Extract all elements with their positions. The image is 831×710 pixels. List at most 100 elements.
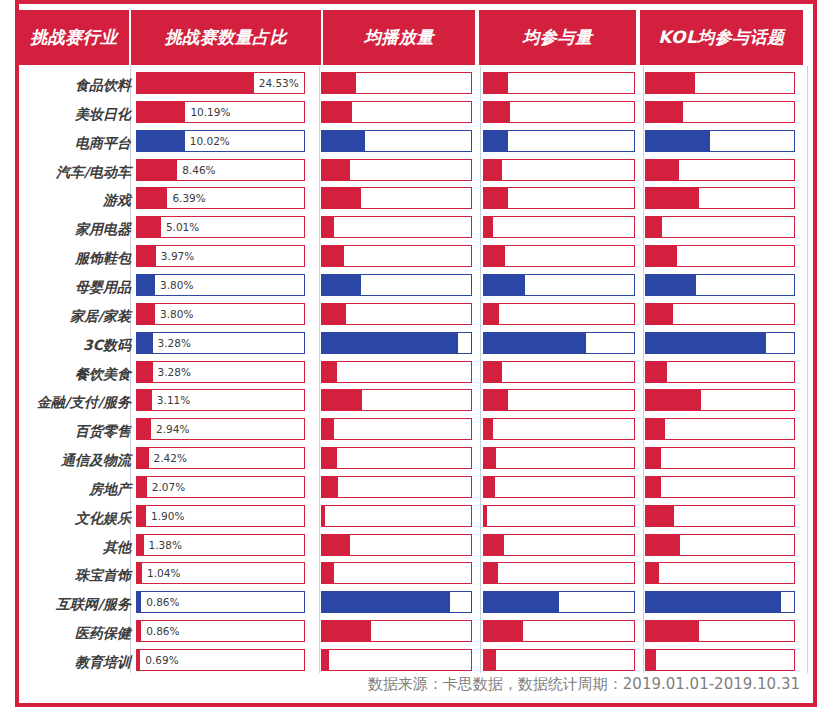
avg-engage-bar xyxy=(483,476,635,498)
avg-engage-bar-fill xyxy=(484,563,498,583)
kol-topics-bar xyxy=(645,447,795,469)
kol-topics-bar-fill xyxy=(646,448,661,468)
avg-engage-bar xyxy=(483,418,635,440)
row-label: 互联网/服务 xyxy=(19,594,131,616)
kol-topics-bar-fill xyxy=(646,102,683,122)
kol-topics-bar-fill xyxy=(646,246,677,266)
share-bar-fill xyxy=(137,506,146,526)
row-label: 食品饮料 xyxy=(19,75,131,97)
avg-engage-bar xyxy=(483,591,635,613)
header-kol-topics: KOL均参与话题 xyxy=(640,10,803,65)
row-label: 通信及物流 xyxy=(19,450,131,472)
avg-engage-bar-fill xyxy=(484,362,502,382)
share-bar: 3.80% xyxy=(136,274,305,296)
avg-engage-bar-fill xyxy=(484,506,487,526)
avg-engage-bar-fill xyxy=(484,73,508,93)
share-bar: 5.01% xyxy=(136,216,305,238)
share-value: 10.19% xyxy=(190,106,230,118)
kol-topics-bar-fill xyxy=(646,73,695,93)
share-bar: 8.46% xyxy=(136,159,305,181)
kol-topics-bar xyxy=(645,245,795,267)
share-bar-fill xyxy=(137,131,185,151)
avg-engage-bar xyxy=(483,649,635,671)
avg-engage-bar xyxy=(483,216,635,238)
kol-topics-bar-fill xyxy=(646,390,701,410)
avg-play-bar xyxy=(321,389,472,411)
column-separator xyxy=(643,66,644,673)
avg-engage-bar-fill xyxy=(484,160,502,180)
row-label: 3C数码 xyxy=(19,335,131,357)
avg-engage-bar xyxy=(483,303,635,325)
share-value: 2.07% xyxy=(152,481,185,493)
avg-engage-bar xyxy=(483,447,635,469)
avg-play-bar-fill xyxy=(322,448,337,468)
avg-play-bar xyxy=(321,447,472,469)
share-value: 3.11% xyxy=(157,394,190,406)
avg-engage-bar-fill xyxy=(484,448,496,468)
avg-engage-bar-fill xyxy=(484,275,525,295)
kol-topics-bar xyxy=(645,361,795,383)
share-bar-fill xyxy=(137,333,153,353)
share-bar-fill xyxy=(137,650,140,670)
row-label: 餐饮美食 xyxy=(19,364,131,386)
kol-topics-bar xyxy=(645,418,795,440)
share-bar-fill xyxy=(137,390,152,410)
avg-play-bar-fill xyxy=(322,362,337,382)
avg-engage-bar xyxy=(483,534,635,556)
share-bar: 0.86% xyxy=(136,620,305,642)
share-bar-fill xyxy=(137,217,161,237)
kol-topics-bar-fill xyxy=(646,131,710,151)
share-bar: 0.86% xyxy=(136,591,305,613)
kol-topics-bar xyxy=(645,389,795,411)
avg-engage-bar-fill xyxy=(484,333,586,353)
avg-play-bar xyxy=(321,72,472,94)
avg-engage-bar xyxy=(483,101,635,123)
avg-play-bar-fill xyxy=(322,131,365,151)
header-industry: 挑战赛行业 xyxy=(19,10,129,65)
avg-play-bar-fill xyxy=(322,506,325,526)
share-value: 2.94% xyxy=(156,423,189,435)
avg-play-bar xyxy=(321,187,472,209)
kol-topics-bar xyxy=(645,649,795,671)
avg-play-bar-fill xyxy=(322,535,350,555)
kol-topics-bar-fill xyxy=(646,160,679,180)
avg-play-bar-fill xyxy=(322,333,458,353)
avg-play-bar-fill xyxy=(322,275,361,295)
column-separator xyxy=(319,66,320,673)
share-bar-fill xyxy=(137,73,254,93)
avg-engage-bar xyxy=(483,361,635,383)
avg-engage-bar xyxy=(483,389,635,411)
avg-play-bar xyxy=(321,505,472,527)
share-bar-fill xyxy=(137,563,142,583)
share-value: 6.39% xyxy=(172,192,205,204)
avg-engage-bar xyxy=(483,562,635,584)
avg-engage-bar xyxy=(483,187,635,209)
share-bar: 1.38% xyxy=(136,534,305,556)
kol-topics-bar xyxy=(645,476,795,498)
avg-play-bar-fill xyxy=(322,621,371,641)
kol-topics-bar-fill xyxy=(646,304,673,324)
column-separator xyxy=(807,66,808,673)
kol-topics-bar xyxy=(645,303,795,325)
share-bar: 10.19% xyxy=(136,101,305,123)
kol-topics-bar xyxy=(645,130,795,152)
share-bar-fill xyxy=(137,535,144,555)
share-value: 5.01% xyxy=(166,221,199,233)
avg-engage-bar-fill xyxy=(484,304,499,324)
share-value: 3.28% xyxy=(158,366,191,378)
share-bar: 2.94% xyxy=(136,418,305,440)
avg-play-bar xyxy=(321,274,472,296)
row-label: 汽车/电动车 xyxy=(19,162,131,184)
kol-topics-bar xyxy=(645,534,795,556)
avg-play-bar-fill xyxy=(322,419,334,439)
row-label: 金融/支付/服务 xyxy=(19,392,131,414)
row-label: 电商平台 xyxy=(19,133,131,155)
avg-play-bar xyxy=(321,620,472,642)
header-avg-play: 均播放量 xyxy=(323,10,475,65)
avg-engage-bar xyxy=(483,130,635,152)
avg-play-bar xyxy=(321,130,472,152)
share-bar-fill xyxy=(137,362,153,382)
kol-topics-bar-fill xyxy=(646,650,656,670)
kol-topics-bar-fill xyxy=(646,592,781,612)
share-bar: 3.80% xyxy=(136,303,305,325)
